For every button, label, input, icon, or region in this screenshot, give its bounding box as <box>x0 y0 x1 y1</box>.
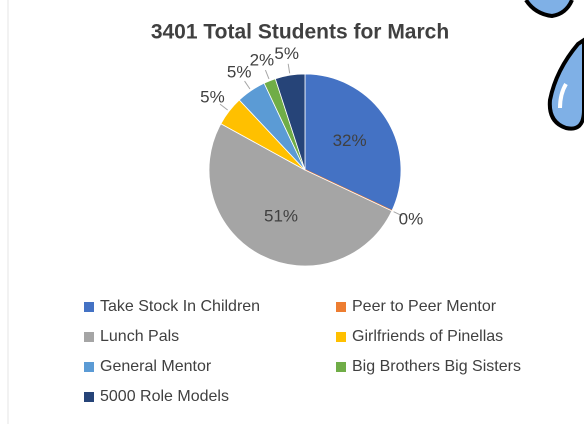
legend-swatch <box>336 332 346 342</box>
chart: 3401 Total Students for March 32% 0% 51% 5%… <box>0 0 584 424</box>
legend-swatch <box>84 362 94 372</box>
legend-label: General Mentor <box>100 358 212 375</box>
legend-label: Big Brothers Big Sisters <box>352 358 521 375</box>
legend-swatch <box>336 302 346 312</box>
legend-swatch <box>84 392 94 402</box>
data-label: 2% <box>250 51 275 70</box>
data-label: 5% <box>274 44 299 63</box>
legend-swatch <box>84 302 94 312</box>
legend-label: Peer to Peer Mentor <box>352 298 497 315</box>
legend-label: 5000 Role Models <box>100 388 229 405</box>
chart-title: 3401 Total Students for March <box>151 21 449 44</box>
data-label: 51% <box>264 207 298 226</box>
legend-swatch <box>336 362 346 372</box>
data-label: 0% <box>399 209 424 228</box>
data-label: 5% <box>227 63 252 82</box>
data-label: 32% <box>333 131 367 150</box>
legend-label: Lunch Pals <box>100 328 179 345</box>
legend-label: Take Stock In Children <box>100 298 260 315</box>
legend-label: Girlfriends of Pinellas <box>352 328 503 345</box>
legend-swatch <box>84 332 94 342</box>
data-label: 5% <box>200 88 225 107</box>
